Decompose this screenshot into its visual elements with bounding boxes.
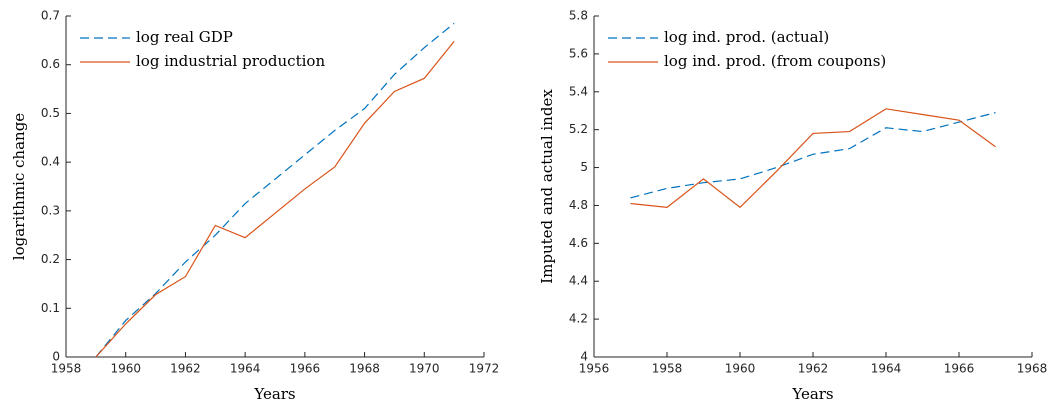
y-axis-label: Imputed and actual index [538, 89, 556, 284]
y-axis-label: logarithmic change [10, 113, 28, 260]
y-tick-label: 5.8 [569, 9, 588, 23]
x-tick-label: 1958 [652, 362, 683, 376]
series-line [95, 40, 455, 358]
y-tick-label: 5.2 [569, 122, 588, 136]
series-line [630, 112, 996, 199]
x-tick-label: 1972 [469, 362, 500, 376]
legend-label: log real GDP [136, 28, 233, 46]
x-tick-label: 1960 [725, 362, 756, 376]
y-tick-label: 5.4 [569, 84, 588, 98]
y-tick-label: 4.8 [569, 198, 588, 212]
series-line [630, 108, 996, 209]
y-tick-label: 4.6 [569, 236, 588, 250]
y-tick-label: 0.3 [41, 203, 60, 217]
x-tick-label: 1964 [871, 362, 902, 376]
y-tick-label: 5 [580, 160, 588, 174]
x-tick-label: 1968 [349, 362, 380, 376]
y-tick-label: 0.1 [41, 301, 60, 315]
y-tick-label: 0 [52, 350, 60, 364]
x-tick-label: 1970 [409, 362, 440, 376]
legend-label: log ind. prod. (from coupons) [664, 52, 886, 70]
x-axis-label: Years [253, 385, 295, 403]
legend-label: log ind. prod. (actual) [664, 28, 829, 46]
x-tick-label: 1962 [798, 362, 829, 376]
x-tick-label: 1966 [944, 362, 975, 376]
y-tick-label: 0.2 [41, 252, 60, 266]
x-tick-label: 1966 [290, 362, 321, 376]
y-tick-label: 0.7 [41, 9, 60, 23]
y-tick-label: 0.5 [41, 106, 60, 120]
series-line [95, 22, 455, 358]
legend-label: log industrial production [136, 52, 325, 70]
y-tick-label: 0.4 [41, 155, 60, 169]
x-tick-label: 1964 [230, 362, 261, 376]
x-axis-label: Years [791, 385, 833, 403]
x-tick-label: 1956 [579, 362, 610, 376]
y-tick-label: 0.6 [41, 57, 60, 71]
y-tick-label: 4.2 [569, 312, 588, 326]
x-tick-label: 1962 [170, 362, 201, 376]
x-tick-label: 1958 [51, 362, 82, 376]
y-tick-label: 4.4 [569, 274, 588, 288]
y-tick-label: 5.6 [569, 46, 588, 60]
x-tick-label: 1968 [1017, 362, 1048, 376]
x-tick-label: 1960 [110, 362, 141, 376]
y-tick-label: 4 [580, 350, 588, 364]
